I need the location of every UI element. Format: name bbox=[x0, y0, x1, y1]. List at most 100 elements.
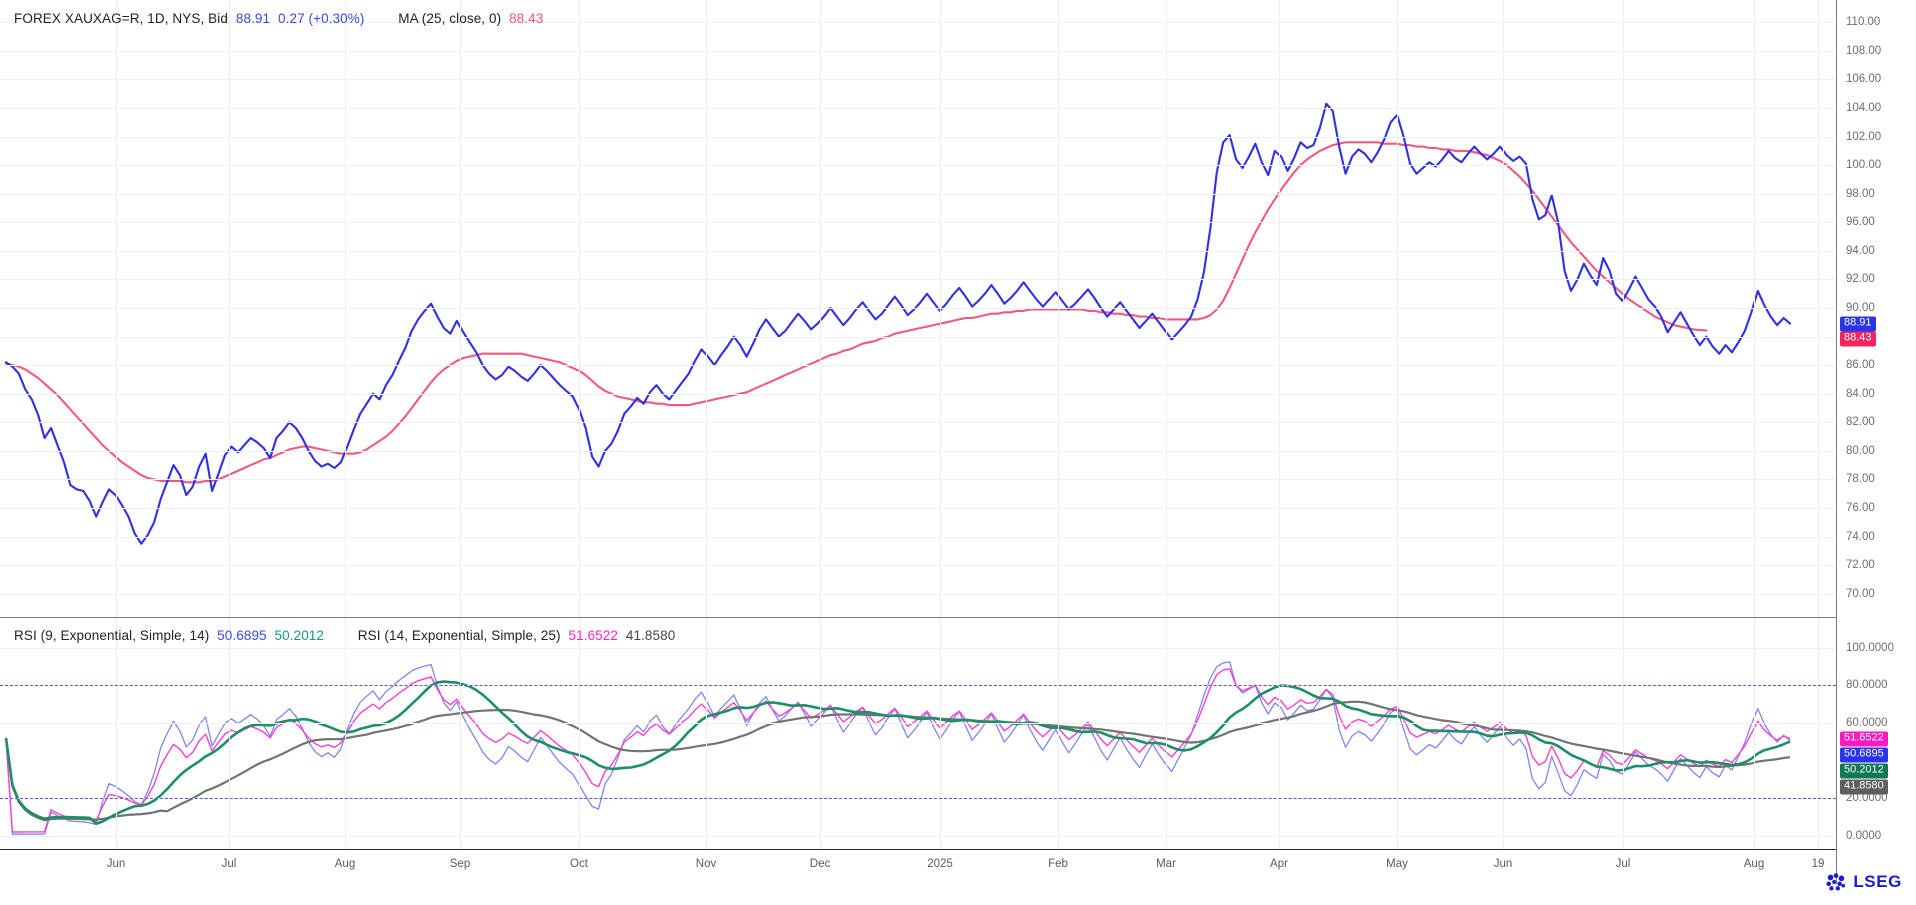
price-gridline bbox=[0, 22, 1836, 24]
price-gridline-vertical bbox=[940, 0, 941, 618]
price-y-tick-label: 96.00 bbox=[1846, 216, 1875, 229]
ma-indicator-value: 88.43 bbox=[509, 11, 544, 26]
rsi-series-svg bbox=[4, 661, 1791, 835]
rsi-gridline-vertical bbox=[116, 618, 117, 850]
price-gridline-vertical bbox=[820, 0, 821, 618]
x-axis-tick-label: Jul bbox=[221, 858, 237, 870]
x-axis-tick-label: Aug bbox=[1743, 858, 1765, 870]
rsi-y-axis[interactable]: 100.0000 80.0000 60.0000 20.0000 0.0000 51.65… bbox=[1836, 618, 1916, 850]
x-axis-tick-label: Apr bbox=[1270, 858, 1288, 870]
rsi-panel: 100.0000 80.0000 60.0000 20.0000 0.0000 51.65… bbox=[0, 618, 1916, 850]
x-axis-tick-label: Nov bbox=[695, 858, 717, 870]
rsi-gray-badge[interactable]: 41.8580 bbox=[1840, 779, 1888, 795]
price-gridline-vertical bbox=[1279, 0, 1280, 618]
price-plot-area[interactable] bbox=[0, 0, 1836, 618]
x-axis-tick-label: Dec bbox=[809, 858, 831, 870]
rsi-gridline-vertical bbox=[706, 618, 707, 850]
rsi-plot-area[interactable] bbox=[0, 618, 1836, 850]
rsi14-smooth-value: 41.8580 bbox=[625, 628, 676, 643]
price-gridline bbox=[0, 308, 1836, 309]
price-legend[interactable]: FOREX XAUXAG=R, 1D, NYS, Bid 88.91 0.27 … bbox=[14, 11, 547, 26]
price-y-tick-label: 82.00 bbox=[1846, 416, 1875, 429]
rsi-y-tick-label: 80.0000 bbox=[1846, 679, 1888, 692]
price-gridline bbox=[0, 193, 1836, 195]
price-gridline-vertical bbox=[1166, 0, 1167, 618]
price-line bbox=[4, 102, 1792, 545]
price-y-tick-label: 98.00 bbox=[1846, 187, 1875, 200]
x-axis-tick-label: Mar bbox=[1156, 858, 1176, 870]
price-y-tick-label: 92.00 bbox=[1846, 273, 1875, 286]
price-y-tick-label: 90.00 bbox=[1846, 302, 1875, 314]
lseg-wordmark: LSEG bbox=[1853, 872, 1902, 891]
price-gridline bbox=[0, 250, 1836, 252]
x-axis-tick-label: Jun bbox=[1493, 858, 1513, 870]
rsi-blue-badge[interactable]: 50.6895 bbox=[1840, 747, 1888, 763]
rsi-y-tick-label: 60.0000 bbox=[1846, 717, 1888, 730]
price-y-tick-label: 110.00 bbox=[1846, 16, 1881, 29]
price-gridline-vertical bbox=[229, 0, 230, 618]
rsi-gridline-vertical bbox=[579, 618, 580, 850]
price-last-value: 88.91 bbox=[235, 11, 271, 26]
price-y-tick-label: 76.00 bbox=[1846, 502, 1875, 514]
rsi-gridline-vertical bbox=[820, 618, 821, 850]
lseg-logo: LSEG bbox=[1825, 872, 1902, 892]
rsi-legend[interactable]: RSI (9, Exponential, Simple, 14) 50.6895… bbox=[14, 628, 679, 643]
rsi-green-badge[interactable]: 50.2012 bbox=[1840, 763, 1888, 779]
price-gridline-vertical bbox=[1754, 0, 1755, 618]
price-gridline bbox=[0, 393, 1836, 395]
x-axis-tick-label: 2025 bbox=[927, 858, 953, 870]
rsi-gridline-vertical bbox=[1166, 618, 1167, 850]
ma-line bbox=[4, 141, 1708, 484]
x-axis-tick-label: Oct bbox=[570, 858, 588, 870]
price-y-axis[interactable]: 110.00 108.00 106.00 104.00 102.00 100.00 98.0… bbox=[1836, 0, 1916, 618]
rsi-y-tick-label: 20.0000 bbox=[1846, 792, 1888, 805]
price-change-value: 0.27 (+0.30%) bbox=[278, 11, 365, 26]
rsi-gridline-vertical bbox=[460, 618, 461, 850]
price-last-badge[interactable]: 88.91 bbox=[1840, 316, 1876, 332]
x-axis-tick-label: Jul bbox=[1615, 858, 1631, 870]
rsi-gridline-vertical bbox=[345, 618, 346, 850]
price-gridline bbox=[0, 165, 1836, 167]
price-gridline-vertical bbox=[1623, 0, 1624, 618]
price-gridline-vertical bbox=[116, 0, 117, 618]
rsi-band-line bbox=[0, 685, 1836, 687]
price-y-tick-label: 106.00 bbox=[1846, 73, 1882, 86]
axis-corner-box bbox=[1836, 850, 1916, 884]
price-gridline-vertical bbox=[460, 0, 461, 618]
price-y-tick-label: 70.00 bbox=[1846, 587, 1875, 600]
x-axis-strip[interactable] bbox=[0, 850, 1836, 884]
price-gridline bbox=[0, 279, 1836, 281]
price-y-tick-label: 74.00 bbox=[1846, 530, 1875, 543]
price-gridline bbox=[0, 365, 1836, 367]
rsi14-label: RSI (14, Exponential, Simple, 25) bbox=[357, 628, 561, 643]
rsi-y-tick-label: 100.0000 bbox=[1846, 641, 1894, 654]
rsi-gridline bbox=[0, 836, 1836, 838]
x-axis-tick-label: May bbox=[1386, 858, 1408, 870]
x-axis-tick-label: Feb bbox=[1048, 858, 1068, 870]
ma-indicator-label: MA (25, close, 0) bbox=[398, 11, 502, 26]
price-y-tick-label: 108.00 bbox=[1846, 44, 1882, 57]
price-y-tick-label: 94.00 bbox=[1846, 244, 1875, 257]
rsi-smoothing-green-line bbox=[4, 680, 1791, 826]
price-ma-badge[interactable]: 88.43 bbox=[1840, 331, 1876, 347]
x-axis-tick-label: 19 bbox=[1811, 858, 1825, 870]
price-gridline bbox=[0, 79, 1836, 81]
x-axis-top-border bbox=[0, 849, 1836, 850]
rsi-gridline-vertical bbox=[1754, 618, 1755, 850]
rsi-band-line bbox=[0, 798, 1836, 800]
rsi14-value: 51.6522 bbox=[568, 628, 618, 643]
price-series-svg bbox=[4, 102, 1792, 545]
price-y-tick-label: 102.00 bbox=[1846, 130, 1882, 143]
price-gridline-vertical bbox=[1058, 0, 1059, 618]
rsi9-smooth-value: 50.2012 bbox=[274, 628, 325, 643]
rsi-magenta-badge[interactable]: 51.6522 bbox=[1840, 731, 1888, 747]
rsi-gridline-vertical bbox=[1058, 618, 1059, 850]
x-axis-tick-label: Sep bbox=[449, 858, 471, 870]
price-y-tick-label: 78.00 bbox=[1846, 473, 1875, 486]
price-y-tick-label: 80.00 bbox=[1846, 444, 1875, 457]
price-gridline-vertical bbox=[706, 0, 707, 618]
price-y-tick-label: 86.00 bbox=[1846, 359, 1875, 372]
panel-separator bbox=[0, 617, 1836, 618]
rsi-y-tick-label: 0.0000 bbox=[1846, 830, 1882, 843]
price-gridline bbox=[0, 450, 1836, 452]
